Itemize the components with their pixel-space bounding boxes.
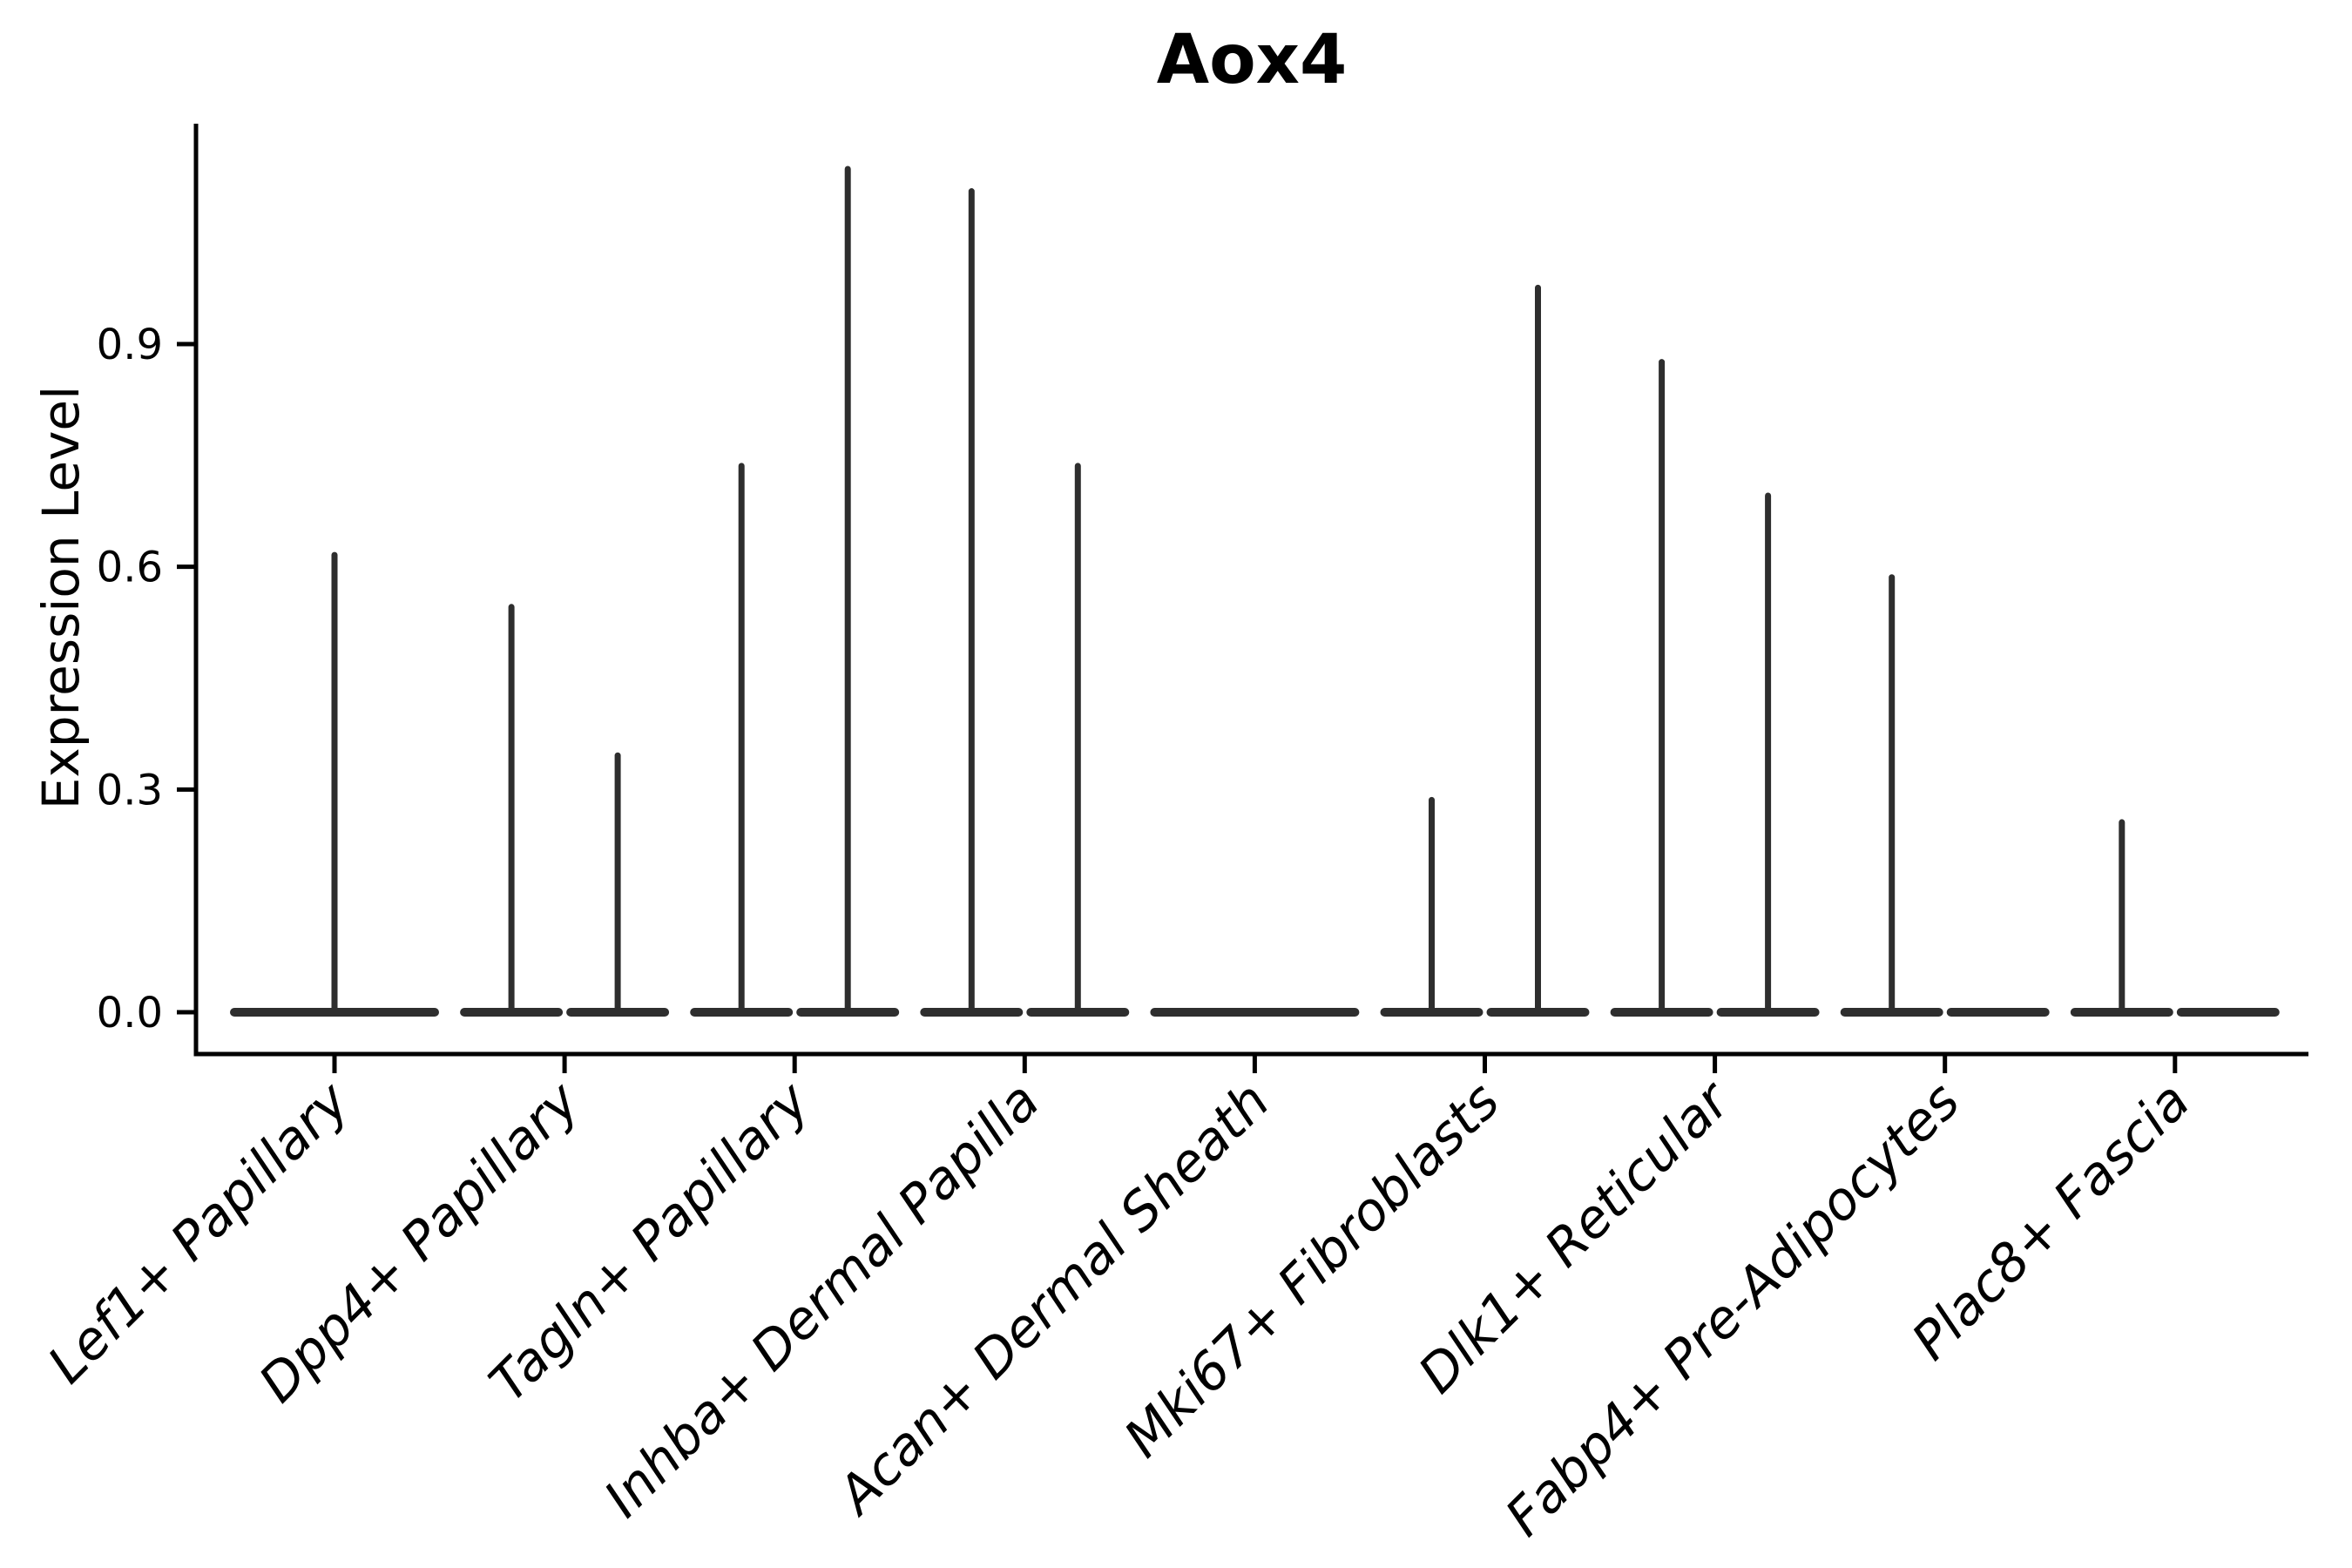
violin-4-0 [1150, 1008, 1360, 1017]
violin-5-1 [1486, 284, 1590, 1017]
y-ticks-group: 0.0 0.3 0.6 0.9 [97, 321, 196, 1037]
violins-group [230, 166, 2280, 1017]
violin-2-1 [796, 166, 900, 1017]
violin-base [1716, 1008, 1820, 1017]
x-tick-label-3: Inhba+ Dermal Papilla [592, 1071, 1051, 1529]
x-tick-label-4: Acan+ Dermal Sheath [824, 1071, 1281, 1528]
violin-6-0 [1610, 359, 1713, 1017]
violin-0-0 [230, 551, 439, 1017]
x-tick-label-5: Mki67+ Fibroblasts [1113, 1071, 1512, 1470]
axes-group [193, 124, 2308, 1057]
violin-1-1 [566, 752, 670, 1017]
violin-spike [1535, 284, 1541, 1012]
violin-3-1 [1026, 463, 1130, 1017]
violin-7-0 [1840, 574, 1943, 1017]
violin-spike [1429, 796, 1435, 1012]
violin-spike [1074, 463, 1081, 1012]
violin-spike [614, 752, 621, 1012]
violin-base [2176, 1008, 2280, 1017]
violin-spike [1765, 492, 1772, 1012]
violin-base [1946, 1008, 2050, 1017]
violin-base [796, 1008, 900, 1017]
violin-6-1 [1716, 492, 1820, 1017]
violin-spike [2119, 819, 2126, 1012]
violin-8-1 [2176, 1008, 2280, 1017]
violin-7-1 [1946, 1008, 2050, 1017]
violin-spike [331, 551, 338, 1012]
violin-3-0 [920, 188, 1024, 1017]
x-tick-label-7: Fabp4+ Pre-Adipocytes [1494, 1071, 1971, 1548]
chart-title: Aox4 [1156, 21, 1348, 99]
violin-spike [738, 463, 745, 1012]
y-tick-label-3: 0.9 [97, 321, 163, 369]
violin-2-0 [690, 463, 794, 1017]
violin-spike [1659, 359, 1666, 1013]
violin-5-0 [1380, 796, 1484, 1017]
violin-spike [968, 188, 975, 1013]
violin-1-0 [460, 604, 564, 1017]
y-tick-label-1: 0.3 [97, 766, 163, 814]
violin-spike [1889, 574, 1896, 1012]
violin-8-0 [2070, 819, 2173, 1017]
y-tick-label-0: 0.0 [97, 989, 163, 1037]
violin-spike [844, 166, 851, 1012]
y-tick-label-2: 0.6 [97, 544, 163, 592]
violin-spike [508, 604, 515, 1012]
violin-base [1150, 1008, 1360, 1017]
